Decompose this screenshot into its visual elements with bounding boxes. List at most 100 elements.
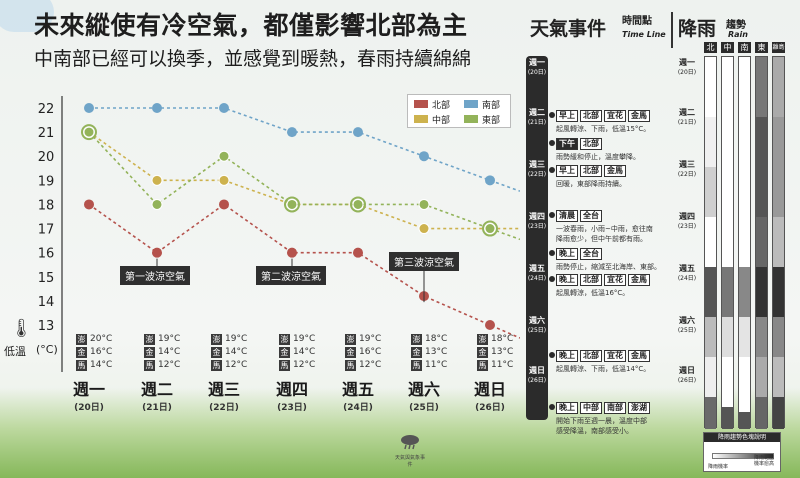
rain-legend-title: 降雨趨勢色塊說明 xyxy=(704,433,780,442)
station-temps: 澎 19°C 金 14°C 馬 12°C xyxy=(279,333,333,372)
x-tick-day: 週一 xyxy=(72,380,105,399)
x-tick-date: (22日) xyxy=(209,403,239,413)
x-tick-day: 週二 xyxy=(140,380,173,399)
station-row: 馬 12°C xyxy=(211,359,265,372)
rain-segment xyxy=(705,117,716,167)
day-date: (23日) xyxy=(677,223,697,230)
rain-legend-gradient xyxy=(712,453,774,459)
event-tag: 宜花 xyxy=(604,274,626,286)
y-tick-label: 22 xyxy=(38,102,55,117)
point-ring xyxy=(284,196,300,213)
day-date: (21日) xyxy=(677,119,697,126)
day-name: 週六 xyxy=(529,316,545,325)
station-key: 馬 xyxy=(477,360,488,371)
weather-event: 晚上 中部 南部 澎湖 開始下雨至週一晨，溫度中部 感受降溫，南部感受小。 xyxy=(556,402,674,436)
legend-item: 東部 xyxy=(464,112,514,126)
day-date: (21日) xyxy=(527,119,547,126)
rain-day-label: 週五 (24日) xyxy=(676,264,698,282)
timeline-dot xyxy=(549,250,555,256)
rain-segment xyxy=(756,217,767,267)
data-point xyxy=(151,174,163,186)
legend-label: 東部 xyxy=(482,115,501,126)
rain-region-header: 離島 xyxy=(772,42,785,53)
station-value: 20°C xyxy=(90,334,113,344)
x-tick-date: (26日) xyxy=(475,403,505,413)
annotation-wave-3: 第三波涼空氣 xyxy=(389,252,459,271)
y-tick-label: 19 xyxy=(38,174,55,189)
rain-segment xyxy=(722,317,733,357)
x-tick-label: 週一 (20日) xyxy=(59,376,119,413)
event-text: 起風轉涼，低溫16°C。 xyxy=(556,289,630,297)
event-text: 雨勢停止，縮減至北海岸、東部。 xyxy=(556,263,661,271)
x-tick-date: (20日) xyxy=(74,403,104,413)
station-row: 金 14°C xyxy=(211,346,265,359)
x-tick-day: 週日 xyxy=(473,380,506,399)
station-temps: 澎 19°C 金 14°C 馬 12°C xyxy=(211,333,265,372)
event-tag: 宜花 xyxy=(604,110,626,122)
station-key: 澎 xyxy=(279,334,290,345)
x-tick-label: 週五 (24日) xyxy=(328,376,388,413)
rain-region-header: 南 xyxy=(738,42,751,53)
day-date: (26日) xyxy=(527,377,547,384)
timeline-dot xyxy=(549,352,555,358)
station-key: 金 xyxy=(477,347,488,358)
station-temps: 澎 18°C 金 13°C 馬 11°C xyxy=(477,333,531,372)
x-tick-date: (25日) xyxy=(409,403,439,413)
rain-segment xyxy=(705,57,716,117)
data-point xyxy=(219,199,229,210)
series-line-1 xyxy=(89,107,520,192)
event-tag: 澎湖 xyxy=(628,402,650,414)
station-row: 馬 12°C xyxy=(144,359,198,372)
weather-event: 早上 北部 金馬 回暖，東部降雨持續。 xyxy=(556,165,674,189)
rain-segment xyxy=(773,397,784,429)
rain-column xyxy=(721,56,734,429)
legend-label: 中部 xyxy=(432,115,451,126)
legend-item: 南部 xyxy=(464,97,514,111)
station-value: 14°C xyxy=(293,347,316,357)
chart-legend: 北部 南部 中部 東部 xyxy=(407,94,511,128)
timeline-dot xyxy=(549,276,555,282)
rain-segment xyxy=(705,317,716,357)
rain-segment xyxy=(739,57,750,267)
rain-segment xyxy=(739,412,750,429)
event-text: 一波春雨，小雨~中雨，愈往南 降雨愈少，但中午前都有雨。 xyxy=(556,225,653,243)
y-tick-label: 18 xyxy=(38,198,55,213)
rain-region-header: 北 xyxy=(704,42,717,53)
station-key: 金 xyxy=(411,347,422,358)
page-title: 未來縱使有冷空氣，都僅影響北部為主 xyxy=(34,11,468,40)
day-date: (24日) xyxy=(527,275,547,282)
rain-segment xyxy=(773,267,784,317)
timeline-dot xyxy=(549,167,555,173)
legend-label: 南部 xyxy=(482,100,501,111)
station-key: 金 xyxy=(76,347,87,358)
event-tag: 北部 xyxy=(580,138,602,150)
rain-column xyxy=(738,56,751,429)
timeline-day: 週四 (23日) xyxy=(526,212,548,230)
data-point xyxy=(152,247,162,258)
x-tick-label: 週三 (22日) xyxy=(194,376,254,413)
rain-segment xyxy=(756,357,767,397)
day-name: 週六 xyxy=(679,316,695,325)
rain-region-header: 中 xyxy=(721,42,734,53)
timeline-day: 週二 (21日) xyxy=(526,108,548,126)
timeline-day: 週日 (26日) xyxy=(526,366,548,384)
station-value: 12°C xyxy=(158,360,181,370)
station-row: 澎 19°C xyxy=(144,333,198,346)
station-key: 金 xyxy=(144,347,155,358)
station-row: 澎 19°C xyxy=(211,333,265,346)
x-tick-date: (21日) xyxy=(142,403,172,413)
station-key: 澎 xyxy=(411,334,422,345)
event-text: 開始下雨至週一晨，溫度中部 感受降溫，南部感受小。 xyxy=(556,417,647,435)
x-tick-day: 週三 xyxy=(207,380,240,399)
data-point xyxy=(84,199,94,210)
rain-segment xyxy=(722,57,733,217)
station-value: 11°C xyxy=(491,360,514,370)
station-key: 金 xyxy=(345,347,356,358)
station-row: 澎 18°C xyxy=(477,333,531,346)
event-tag: 清晨 xyxy=(556,210,578,222)
station-row: 澎 18°C xyxy=(411,333,465,346)
rain-segment xyxy=(705,167,716,217)
station-value: 11°C xyxy=(425,360,448,370)
station-temps: 澎 18°C 金 13°C 馬 11°C xyxy=(411,333,465,372)
rain-segment xyxy=(739,267,750,317)
